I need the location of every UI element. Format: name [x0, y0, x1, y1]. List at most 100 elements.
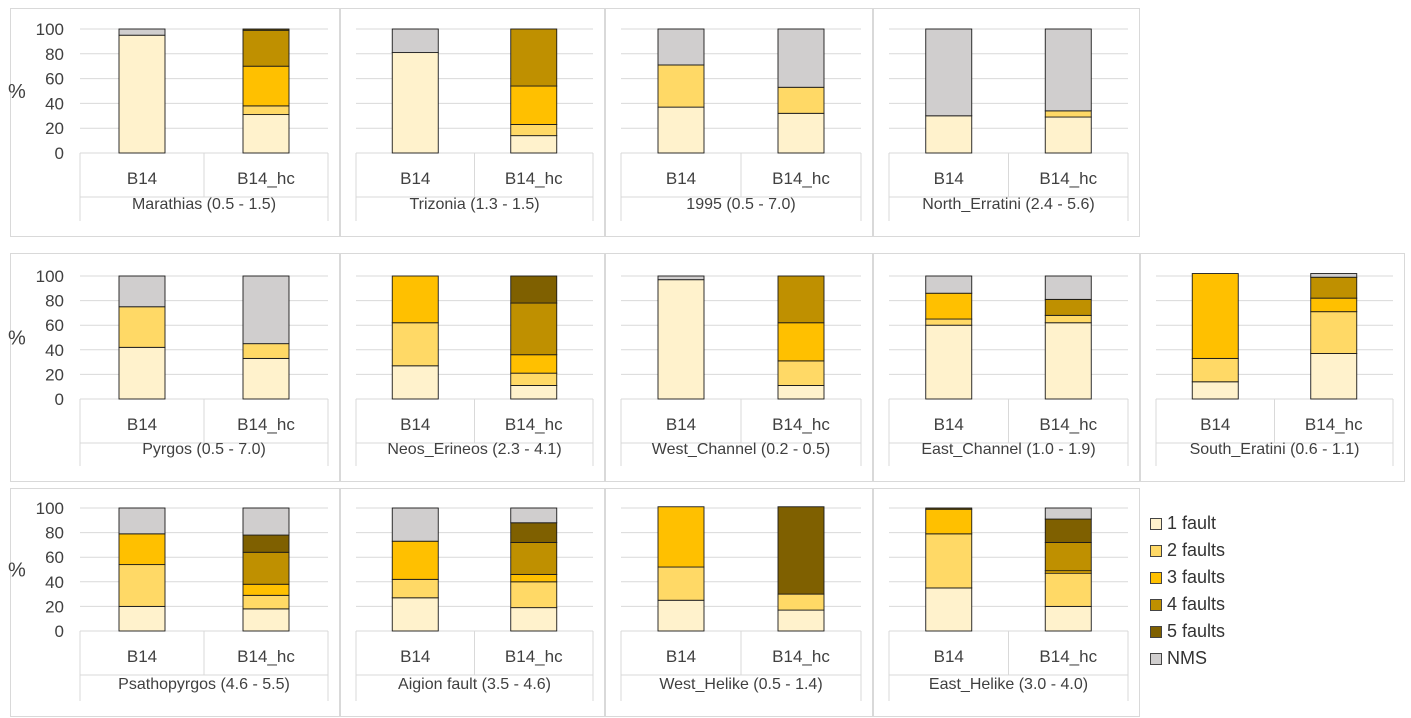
- chart-panel: B14 B14_hc Neos_Erineos (2.3 - 4.1): [340, 253, 605, 482]
- y-tick-label: 40: [45, 94, 64, 113]
- chart-title: West_Helike (0.5 - 1.4): [659, 676, 822, 693]
- bar-segment: [777, 360, 825, 386]
- bar-segment: [242, 343, 290, 359]
- bar-segment: [391, 540, 439, 580]
- bar-segment: [1310, 297, 1358, 313]
- bar-segment: [777, 322, 825, 362]
- legend-item: 2 faults: [1150, 537, 1260, 564]
- bar-segment: [1191, 357, 1239, 383]
- x-tick-label: B14_hc: [237, 169, 295, 188]
- bar-segment: [242, 357, 290, 400]
- bar-segment: [657, 106, 705, 154]
- x-tick-label: B14_hc: [237, 647, 295, 666]
- x-tick-label: B14: [400, 415, 430, 434]
- bar-segment: [242, 551, 290, 585]
- bar-segment: [242, 105, 290, 116]
- y-tick-label: 100: [36, 267, 64, 286]
- bar-segment: [391, 507, 439, 542]
- bar-segment: [510, 135, 558, 154]
- x-tick-label: B14: [666, 415, 696, 434]
- y-tick-label: 20: [45, 365, 64, 384]
- x-tick-label: B14_hc: [772, 415, 830, 434]
- x-tick-label: B14: [666, 169, 696, 188]
- bar-segment: [1044, 322, 1092, 400]
- x-tick-label: B14: [934, 169, 964, 188]
- legend-label: 3 faults: [1167, 567, 1226, 587]
- y-tick-label: 100: [36, 20, 64, 39]
- bar-segment: [510, 581, 558, 609]
- bar-segment: [242, 114, 290, 154]
- chart-title: Pyrgos (0.5 - 7.0): [142, 441, 266, 458]
- y-tick-label: 60: [45, 548, 64, 567]
- bar-segment: [777, 112, 825, 154]
- legend-item: 3 faults: [1150, 564, 1260, 591]
- bar-segment: [1044, 541, 1092, 572]
- bar-segment: [391, 597, 439, 632]
- chart-title: West_Channel (0.2 - 0.5): [652, 441, 830, 458]
- chart-panel: 0 20 40 60 80 100% B14 B14_hc Pyrgos (0.5 - 7.0): [8, 253, 340, 482]
- bar-segment: [1310, 273, 1358, 278]
- bar-segment: [510, 385, 558, 400]
- legend-swatch-nms: [1150, 652, 1162, 665]
- bar-segment: [777, 593, 825, 611]
- chart-panel: B14 B14_hc East_Channel (1.0 - 1.9): [873, 253, 1140, 482]
- chart-panel: B14 B14_hc Trizonia (1.3 - 1.5): [340, 8, 605, 237]
- legend-label: 2 faults: [1167, 540, 1226, 560]
- bar-segment: [118, 533, 166, 566]
- chart-title: Marathias (0.5 - 1.5): [132, 196, 276, 213]
- panel-border: [340, 8, 605, 237]
- bar-segment: [242, 583, 290, 596]
- legend-item: NMS: [1150, 645, 1260, 672]
- y-tick-label: 80: [45, 524, 64, 543]
- bar-segment: [118, 346, 166, 400]
- bar-segment: [925, 324, 973, 400]
- bar-segment: [1044, 605, 1092, 632]
- legend-swatch-5-faults: [1150, 625, 1162, 638]
- chart-title: East_Channel (1.0 - 1.9): [921, 441, 1095, 458]
- bar-segment: [242, 29, 290, 67]
- chart-panel: B14 B14_hc West_Helike (0.5 - 1.4): [605, 488, 873, 717]
- bar-segment: [1191, 273, 1239, 359]
- chart-title: Trizonia (1.3 - 1.5): [409, 196, 539, 213]
- chart-panel: B14 B14_hc East_Helike (3.0 - 4.0): [873, 488, 1140, 717]
- bar-segment: [657, 64, 705, 108]
- x-tick-label: B14: [127, 169, 157, 188]
- x-tick-label: B14: [934, 415, 964, 434]
- bar-segment: [118, 306, 166, 348]
- legend-swatch-2-faults: [1150, 544, 1162, 557]
- bar-segment: [925, 507, 973, 510]
- x-tick-label: B14_hc: [505, 647, 563, 666]
- bar-segment: [510, 124, 558, 137]
- bar-segment: [510, 354, 558, 374]
- bar-segment: [118, 28, 166, 36]
- bar-segment: [1310, 353, 1358, 400]
- bar-segment: [391, 52, 439, 154]
- y-tick-label: 60: [45, 70, 64, 89]
- bar-segment: [391, 322, 439, 367]
- x-tick-label: B14: [400, 647, 430, 666]
- bar-segment: [242, 65, 290, 107]
- y-tick-label: 0: [55, 622, 64, 641]
- x-tick-label: B14: [666, 647, 696, 666]
- y-tick-label: 0: [55, 390, 64, 409]
- x-tick-label: B14_hc: [505, 415, 563, 434]
- bar-segment: [1310, 311, 1358, 354]
- x-tick-label: B14_hc: [1305, 415, 1363, 434]
- bar-segment: [118, 507, 166, 535]
- legend-label: 5 faults: [1167, 621, 1226, 641]
- bar-segment: [391, 578, 439, 599]
- x-tick-label: B14: [1200, 415, 1230, 434]
- bar-segment: [1044, 275, 1092, 300]
- bar-segment: [925, 28, 973, 117]
- bar-segment: [925, 292, 973, 320]
- bar-segment: [391, 275, 439, 324]
- bar-segment: [510, 275, 558, 304]
- bar-segment: [925, 318, 973, 326]
- bar-segment: [510, 28, 558, 87]
- y-tick-label: 80: [45, 292, 64, 311]
- bar-segment: [1044, 572, 1092, 607]
- bar-segment: [118, 34, 166, 154]
- y-tick-label: 60: [45, 316, 64, 335]
- bar-segment: [391, 365, 439, 400]
